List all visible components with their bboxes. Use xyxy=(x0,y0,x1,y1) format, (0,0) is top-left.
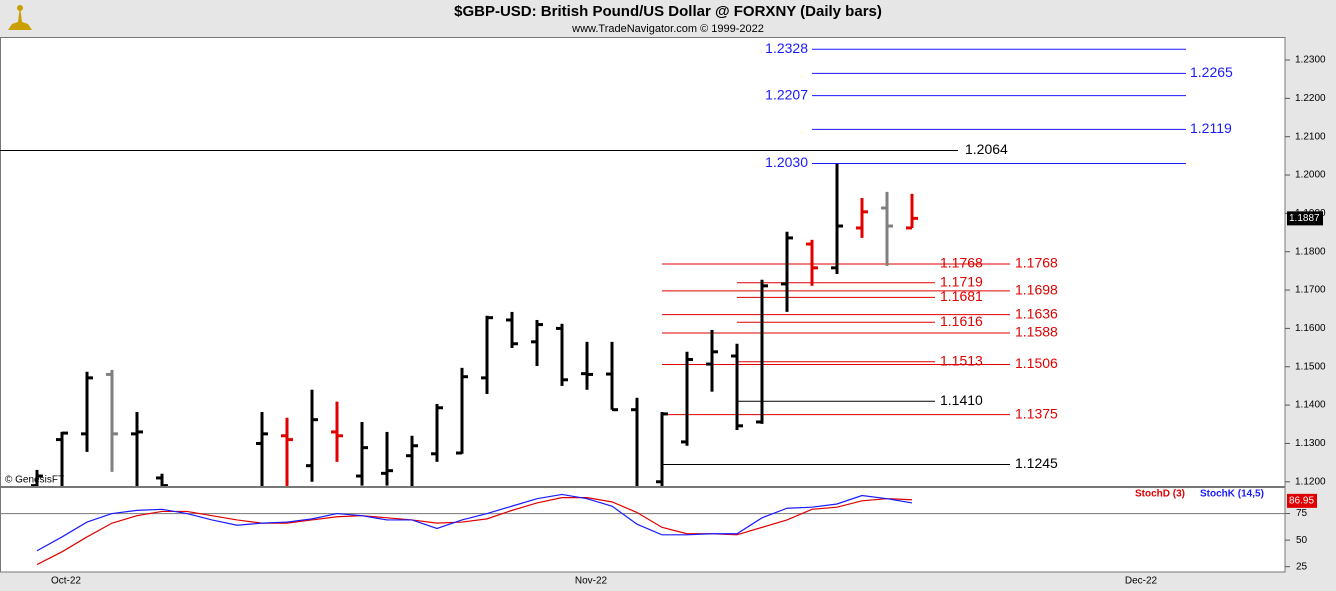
level-label: 1.1768 xyxy=(1015,255,1058,271)
y-tick-label: 25 xyxy=(1296,561,1308,572)
level-label: 1.1588 xyxy=(1015,324,1058,340)
level-label: 1.1719 xyxy=(940,273,983,289)
legend-label: StochK (14,5) xyxy=(1200,489,1264,500)
level-label: 1.1768 xyxy=(940,255,983,271)
y-tick-label: 1.1400 xyxy=(1295,400,1326,411)
y-tick-label: 50 xyxy=(1296,535,1308,546)
level-label: 1.1636 xyxy=(1015,305,1058,321)
level-label: 1.1513 xyxy=(940,352,983,368)
level-label: 1.2207 xyxy=(765,86,808,102)
price-frame xyxy=(0,37,1286,487)
logo xyxy=(8,5,32,30)
legend-label: StochD (3) xyxy=(1135,489,1185,500)
level-label: 1.2064 xyxy=(965,141,1008,157)
last-price-box xyxy=(1287,211,1323,226)
x-tick-label: Dec-22 xyxy=(1125,576,1158,587)
y-tick-label: 1.1700 xyxy=(1295,285,1326,296)
axes: 1.1200 1.1300 1.1400 1.1500 1.1600 1.1700 1.18… xyxy=(51,55,1326,587)
level-label: 1.1375 xyxy=(1015,405,1058,421)
y-tick-label: 75 xyxy=(1296,508,1308,519)
last-price-label: 1.1887 xyxy=(1289,213,1320,224)
y-tick-label: 1.2300 xyxy=(1295,55,1326,66)
stoch-panel xyxy=(0,493,1285,566)
level-label: 1.1245 xyxy=(1015,455,1058,471)
level-label: 1.2119 xyxy=(1190,120,1232,136)
level-label: 1.1506 xyxy=(1015,355,1058,371)
axis-bg xyxy=(1285,37,1336,591)
level-label: 1.2328 xyxy=(765,40,808,56)
watermark: © GenesisFT xyxy=(5,475,64,486)
level-label: 1.1698 xyxy=(1015,282,1058,298)
y-tick-label: 1.1600 xyxy=(1295,323,1326,334)
x-tick-label: Oct-22 xyxy=(51,576,81,587)
y-tick-label: 1.1800 xyxy=(1295,246,1326,257)
last-value-box xyxy=(1287,493,1317,508)
y-tick-label: 1.2200 xyxy=(1295,93,1326,104)
level-label: 1.1616 xyxy=(940,313,983,329)
y-tick-label: 1.2000 xyxy=(1295,170,1326,181)
level-label: 1.1410 xyxy=(940,392,983,408)
stoch-line xyxy=(36,493,913,552)
stoch-frame xyxy=(0,487,1286,573)
level-label: 1.2030 xyxy=(765,154,808,170)
chart-subtitle: www.TradeNavigator.com © 1999-2022 xyxy=(571,23,764,35)
level-label: 1.1681 xyxy=(940,288,983,304)
y-tick-label: 1.1500 xyxy=(1295,361,1326,372)
x-tick-label: Nov-22 xyxy=(575,576,608,587)
y-tick-label: 1.1200 xyxy=(1295,476,1326,487)
header-bg xyxy=(0,0,1336,37)
level-label: 1.2265 xyxy=(1190,64,1233,80)
y-tick-label: 1.1300 xyxy=(1295,438,1326,449)
price-panel: 1.2328 1.2265 1.2207 1.2119 1.2030 1.2064 1.17… xyxy=(0,40,1233,486)
chart-title: $GBP-USD: British Pound/US Dollar @ FORX… xyxy=(454,3,882,20)
x-axis-bg xyxy=(0,572,1285,591)
y-tick-label: 1.2100 xyxy=(1295,131,1326,142)
stoch-line xyxy=(36,497,913,566)
last-value-label: 86.95 xyxy=(1289,496,1314,507)
